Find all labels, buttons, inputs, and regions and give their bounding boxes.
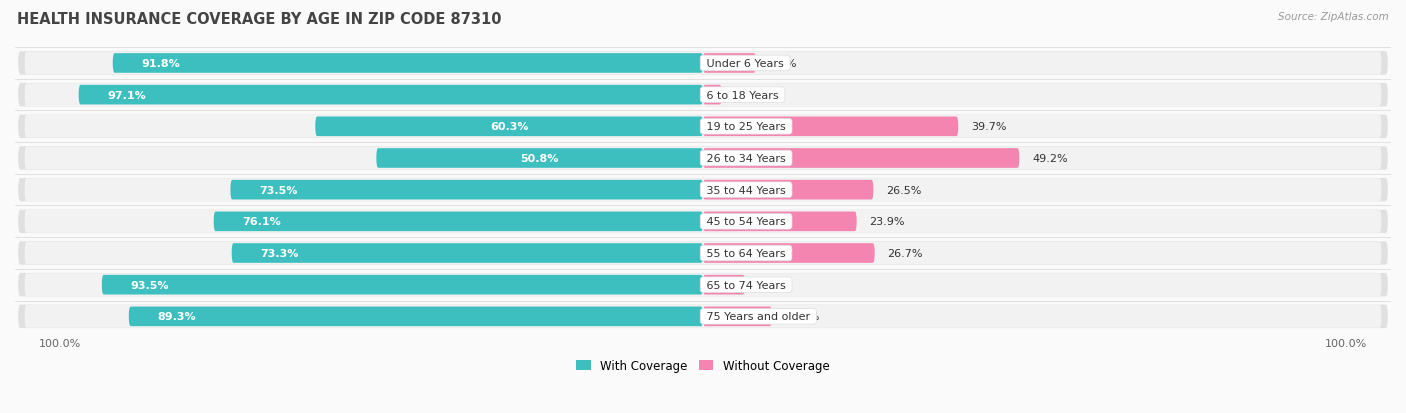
FancyBboxPatch shape xyxy=(18,178,1388,202)
FancyBboxPatch shape xyxy=(703,85,721,105)
Legend: With Coverage, Without Coverage: With Coverage, Without Coverage xyxy=(576,359,830,372)
Text: 19 to 25 Years: 19 to 25 Years xyxy=(703,122,789,132)
FancyBboxPatch shape xyxy=(703,149,1019,169)
FancyBboxPatch shape xyxy=(101,275,703,295)
Text: 76.1%: 76.1% xyxy=(243,217,281,227)
Text: 65 to 74 Years: 65 to 74 Years xyxy=(703,280,789,290)
FancyBboxPatch shape xyxy=(129,307,703,326)
FancyBboxPatch shape xyxy=(703,117,959,137)
FancyBboxPatch shape xyxy=(25,305,1381,328)
Text: 39.7%: 39.7% xyxy=(972,122,1007,132)
FancyBboxPatch shape xyxy=(25,242,1381,265)
FancyBboxPatch shape xyxy=(25,147,1381,170)
Text: Under 6 Years: Under 6 Years xyxy=(703,59,787,69)
Text: 91.8%: 91.8% xyxy=(142,59,180,69)
FancyBboxPatch shape xyxy=(703,244,875,263)
Text: 2.9%: 2.9% xyxy=(734,90,763,100)
Text: 6.5%: 6.5% xyxy=(758,280,786,290)
Text: 50.8%: 50.8% xyxy=(520,154,558,164)
Text: 97.1%: 97.1% xyxy=(108,90,146,100)
Text: 35 to 44 Years: 35 to 44 Years xyxy=(703,185,789,195)
Text: 23.9%: 23.9% xyxy=(869,217,905,227)
Text: 26 to 34 Years: 26 to 34 Years xyxy=(703,154,789,164)
FancyBboxPatch shape xyxy=(315,117,703,137)
FancyBboxPatch shape xyxy=(214,212,703,232)
Text: 10.7%: 10.7% xyxy=(785,311,820,322)
FancyBboxPatch shape xyxy=(112,54,703,74)
Text: 73.5%: 73.5% xyxy=(259,185,298,195)
FancyBboxPatch shape xyxy=(18,305,1388,328)
Text: 55 to 64 Years: 55 to 64 Years xyxy=(703,248,789,259)
FancyBboxPatch shape xyxy=(18,52,1388,76)
FancyBboxPatch shape xyxy=(703,54,756,74)
FancyBboxPatch shape xyxy=(18,115,1388,139)
FancyBboxPatch shape xyxy=(703,307,772,326)
Text: 89.3%: 89.3% xyxy=(157,311,197,322)
FancyBboxPatch shape xyxy=(79,85,703,105)
FancyBboxPatch shape xyxy=(18,210,1388,233)
FancyBboxPatch shape xyxy=(18,273,1388,297)
Text: 6 to 18 Years: 6 to 18 Years xyxy=(703,90,782,100)
Text: 49.2%: 49.2% xyxy=(1032,154,1067,164)
Text: 26.5%: 26.5% xyxy=(886,185,921,195)
Text: 75 Years and older: 75 Years and older xyxy=(703,311,814,322)
Text: HEALTH INSURANCE COVERAGE BY AGE IN ZIP CODE 87310: HEALTH INSURANCE COVERAGE BY AGE IN ZIP … xyxy=(17,12,502,27)
FancyBboxPatch shape xyxy=(703,180,873,200)
FancyBboxPatch shape xyxy=(232,244,703,263)
FancyBboxPatch shape xyxy=(231,180,703,200)
FancyBboxPatch shape xyxy=(18,84,1388,107)
FancyBboxPatch shape xyxy=(25,84,1381,107)
FancyBboxPatch shape xyxy=(25,274,1381,297)
FancyBboxPatch shape xyxy=(25,52,1381,75)
Text: 26.7%: 26.7% xyxy=(887,248,922,259)
FancyBboxPatch shape xyxy=(25,210,1381,233)
FancyBboxPatch shape xyxy=(703,212,856,232)
Text: 8.2%: 8.2% xyxy=(769,59,797,69)
FancyBboxPatch shape xyxy=(703,275,745,295)
FancyBboxPatch shape xyxy=(25,116,1381,138)
FancyBboxPatch shape xyxy=(18,242,1388,265)
Text: 60.3%: 60.3% xyxy=(489,122,529,132)
FancyBboxPatch shape xyxy=(25,179,1381,202)
Text: 45 to 54 Years: 45 to 54 Years xyxy=(703,217,789,227)
Text: 73.3%: 73.3% xyxy=(260,248,299,259)
FancyBboxPatch shape xyxy=(18,147,1388,170)
Text: Source: ZipAtlas.com: Source: ZipAtlas.com xyxy=(1278,12,1389,22)
FancyBboxPatch shape xyxy=(377,149,703,169)
Text: 93.5%: 93.5% xyxy=(131,280,169,290)
